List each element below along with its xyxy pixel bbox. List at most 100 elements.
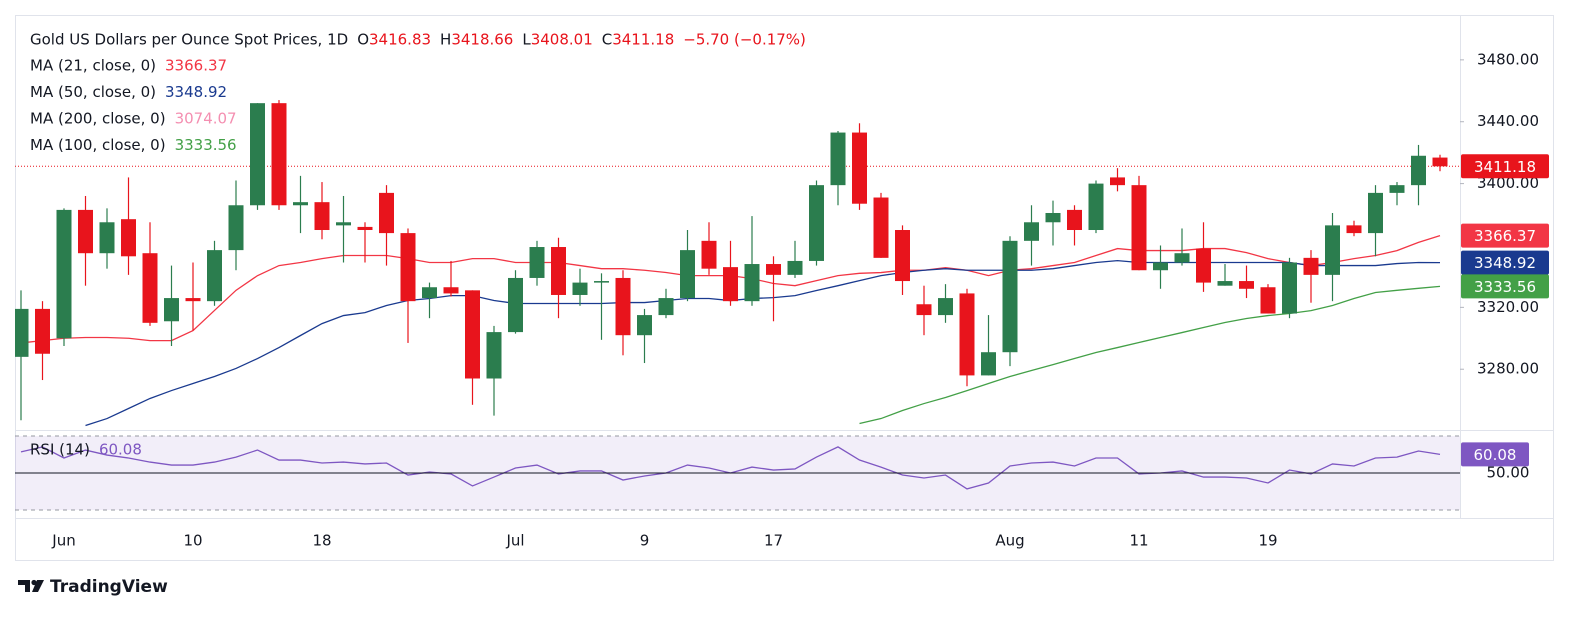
x-tick-label: 18	[312, 532, 331, 550]
logo-dot	[31, 579, 37, 586]
candle-body	[99, 222, 115, 254]
candle-body	[594, 281, 609, 283]
candle-body	[1389, 185, 1405, 193]
candle-body	[1110, 177, 1125, 186]
candle-body	[830, 132, 846, 186]
candle-body	[357, 226, 373, 231]
ma-price-label: 3333.56	[1474, 278, 1536, 296]
candle-body	[766, 264, 781, 275]
candle-body	[1002, 240, 1018, 353]
candle-body	[78, 209, 93, 254]
ma-price-label: 3366.37	[1474, 227, 1536, 245]
ma-price-label: 3348.92	[1474, 254, 1536, 272]
moving-average-line	[859, 285, 1441, 425]
last-price-label: 3411.18	[1474, 158, 1536, 176]
ma-legend-name: MA (100, close, 0)	[30, 136, 166, 154]
ohlc-value: 3408.01	[531, 31, 593, 49]
ma-legend-value: 3074.07	[175, 110, 237, 128]
candle-body	[658, 298, 674, 316]
candle-body	[1024, 222, 1039, 241]
last-price-box	[1461, 154, 1549, 179]
candle-body	[1131, 185, 1147, 271]
candle-body	[938, 298, 953, 316]
candle-body	[271, 103, 287, 206]
rsi-value-label: 60.08	[1474, 446, 1517, 464]
candle-body	[895, 230, 910, 282]
logo-shape	[32, 580, 44, 592]
candle-body	[637, 315, 652, 336]
candle-body	[551, 247, 566, 295]
candle-body	[164, 298, 179, 322]
x-tick-label: 10	[183, 532, 202, 550]
y-tick-label: 3320.00	[1477, 298, 1539, 316]
x-tick-label: Aug	[995, 532, 1024, 550]
candle-body	[572, 282, 588, 295]
ohlc-prefix: O	[357, 31, 369, 49]
brand-logo	[18, 579, 44, 592]
candle-body	[529, 247, 545, 278]
candle-body	[15, 308, 29, 357]
candle-body	[293, 202, 308, 206]
price-pane	[15, 100, 1460, 427]
candle-body	[744, 264, 760, 302]
rsi-tick-label: 50.00	[1487, 464, 1530, 482]
ohlc-value: 3416.83	[369, 31, 431, 49]
ma-price-box	[1461, 274, 1549, 299]
candle-body	[508, 277, 523, 333]
candle-body	[1217, 281, 1233, 286]
y-tick-label: 3480.00	[1477, 50, 1539, 68]
x-tick-label: 9	[640, 532, 650, 550]
candle-body	[1368, 192, 1383, 234]
candle-body	[400, 233, 416, 302]
candle-body	[981, 352, 996, 376]
rsi-legend-value: 60.08	[99, 441, 142, 459]
candle-body	[56, 209, 72, 339]
y-tick-label: 3400.00	[1477, 174, 1539, 192]
change-label: −5.70 (−0.17%)	[683, 31, 806, 49]
x-tick-label: 11	[1129, 532, 1148, 550]
candle-body	[787, 260, 803, 275]
candle-body	[336, 222, 351, 226]
y-tick-label: 3440.00	[1477, 112, 1539, 130]
candle-body	[1411, 155, 1426, 186]
candle-body	[723, 267, 738, 302]
candle-body	[916, 304, 932, 316]
ma-price-box	[1461, 250, 1549, 275]
rsi-legend-name: RSI (14)	[30, 441, 90, 459]
ma-legend-value: 3366.37	[165, 57, 227, 75]
candle-body	[1346, 225, 1362, 234]
candle-body	[486, 332, 502, 379]
candle-body	[228, 205, 244, 251]
ohlc-prefix: L	[522, 31, 531, 49]
x-tick-label: 17	[764, 532, 783, 550]
ma-legend-name: MA (50, close, 0)	[30, 83, 156, 101]
candle-body	[121, 219, 136, 257]
logo-shape	[18, 580, 30, 592]
ma-legend-value: 3348.92	[165, 83, 227, 101]
candle-body	[142, 253, 158, 323]
y-tick-label: 3280.00	[1477, 360, 1539, 378]
candle-body	[35, 308, 50, 354]
candle-body	[809, 185, 824, 261]
candle-body	[1088, 183, 1104, 231]
ohlc-value: 3418.66	[451, 31, 513, 49]
candle-body	[422, 287, 437, 299]
moving-average-line	[85, 259, 1441, 427]
candle-body	[314, 202, 330, 231]
candle-body	[443, 287, 459, 294]
candle-body	[615, 277, 631, 336]
candle-body	[1239, 281, 1254, 289]
x-tick-label: Jun	[51, 532, 75, 550]
candle-body	[1174, 253, 1190, 263]
candle-body	[1067, 209, 1082, 231]
ohlc-prefix: H	[440, 31, 451, 49]
candle-body	[1282, 262, 1297, 314]
ma-legend-name: MA (200, close, 0)	[30, 110, 166, 128]
candle-body	[873, 197, 889, 258]
ma-legend-name: MA (21, close, 0)	[30, 57, 156, 75]
candle-body	[680, 250, 695, 299]
candle-body	[1153, 262, 1168, 271]
candle-body	[1325, 225, 1340, 275]
